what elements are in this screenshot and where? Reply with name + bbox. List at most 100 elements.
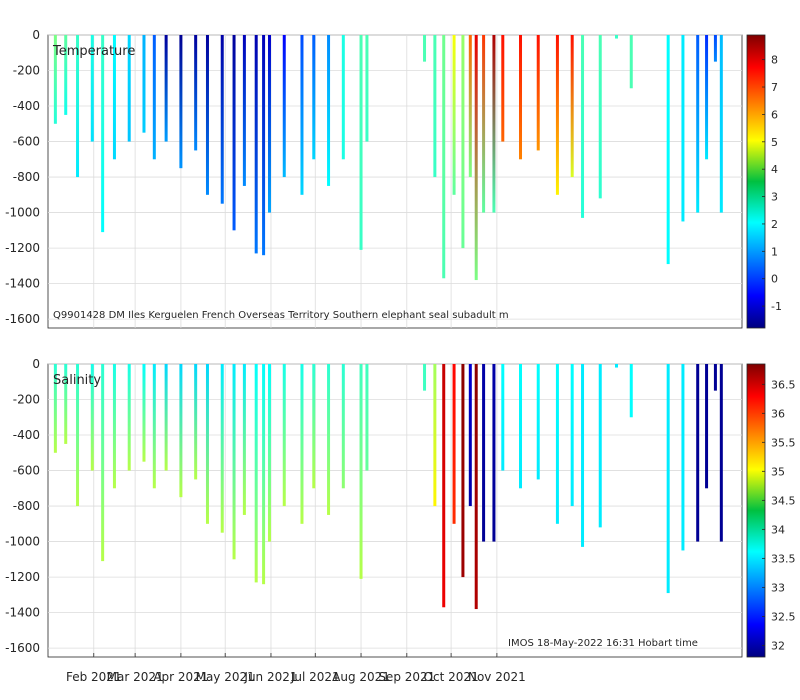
y-tick-label: 0 (32, 28, 40, 42)
profile-mark (570, 35, 574, 178)
profile-mark (242, 364, 246, 515)
profile-mark (194, 35, 198, 151)
profile-mark (194, 364, 198, 480)
colorbar-tick-label: 8 (771, 54, 778, 67)
profile-mark (468, 35, 472, 178)
profile-mark (64, 364, 68, 444)
profile-mark (220, 364, 224, 533)
salinity-colorbar (746, 363, 766, 658)
profile-mark (327, 35, 331, 186)
profile-mark (205, 35, 209, 195)
temperature-panel: 0 -200 -400 -600 -800 -1000 -1200 -1400 -1600 Te… (5, 28, 782, 329)
profile-mark (536, 35, 540, 151)
y-tick-label: -800 (13, 499, 40, 513)
y-tick-label: -200 (13, 64, 40, 78)
profile-mark (536, 364, 540, 480)
x-tick-label: Apr 2021 (153, 670, 208, 684)
profile-mark (629, 35, 633, 89)
colorbar-tick-label: 32 (771, 639, 785, 652)
profile-mark (152, 364, 156, 489)
colorbar-tick-label: 3 (771, 191, 778, 204)
profile-mark (365, 35, 369, 142)
profile-mark (112, 35, 116, 160)
y-tick-label: -600 (13, 464, 40, 478)
profile-mark (705, 35, 709, 160)
salinity-panel: 0 -200 -400 -600 -800 -1000 -1200 -1400 -1600 Sa… (5, 357, 796, 658)
profile-mark (519, 364, 523, 489)
colorbar-tick-label: 36.5 (771, 378, 796, 391)
profile-mark (164, 364, 168, 471)
profile-mark (442, 364, 446, 608)
profile-mark (482, 364, 486, 542)
profile-mark (705, 364, 709, 489)
y-tick-label: -600 (13, 135, 40, 149)
profile-mark (312, 35, 316, 160)
profile-mark (468, 364, 472, 507)
profile-mark (64, 35, 68, 115)
profile-mark (300, 364, 304, 524)
profile-mark (492, 35, 496, 213)
profile-mark (666, 35, 670, 265)
colorbar-tick-label: 1 (771, 245, 778, 258)
profile-mark (581, 35, 585, 218)
profile-mark (53, 364, 57, 453)
colorbar-tick-label: 35 (771, 465, 785, 478)
profile-mark (519, 35, 523, 160)
temperature-colorbar (746, 34, 766, 329)
profile-mark (452, 35, 456, 195)
profile-mark (90, 364, 94, 471)
y-tick-label: -200 (13, 393, 40, 407)
salinity-colorbar-ticks: 32 32.5 33 33.5 34 34.5 35 35.5 36 36.5 (762, 378, 796, 652)
profile-mark (482, 35, 486, 213)
profile-mark (232, 35, 236, 231)
x-tick-label: Aug 2021 (332, 670, 390, 684)
profile-mark (681, 364, 685, 551)
profile-mark (142, 364, 146, 462)
profile-mark (179, 364, 183, 498)
temperature-title: Temperature (52, 44, 135, 59)
colorbar-tick-label: 4 (771, 163, 778, 176)
profile-mark (501, 364, 505, 471)
profile-mark (696, 364, 700, 542)
profile-mark (501, 35, 505, 142)
profile-mark (262, 35, 266, 256)
profile-mark (598, 35, 602, 199)
profile-mark (53, 35, 57, 124)
x-tick-label: Sep 2021 (378, 670, 435, 684)
colorbar-tick-label: 6 (771, 108, 778, 121)
profile-mark (474, 364, 478, 610)
y-tick-label: 0 (32, 357, 40, 371)
profile-mark (719, 364, 723, 542)
profile-mark (101, 35, 105, 233)
y-tick-label: -1400 (5, 606, 40, 620)
profile-mark (474, 35, 478, 281)
profile-mark (254, 364, 258, 583)
temperature-y-ticks: 0 -200 -400 -600 -800 -1000 -1200 -1400 -1600 (5, 28, 40, 326)
y-tick-label: -800 (13, 170, 40, 184)
profile-mark (232, 364, 236, 560)
profile-mark (581, 364, 585, 547)
profile-mark (142, 35, 146, 133)
y-tick-label: -1000 (5, 206, 40, 220)
profile-mark (570, 364, 574, 507)
salinity-plot-area (47, 363, 743, 658)
profile-mark (312, 364, 316, 489)
profile-mark (423, 364, 427, 391)
profile-mark (614, 35, 618, 39)
profile-mark (282, 35, 286, 178)
profile-mark (90, 35, 94, 142)
profile-mark (713, 364, 717, 391)
profile-mark (341, 364, 345, 489)
x-tick-label: Jun 2021 (243, 670, 297, 684)
profile-mark (423, 35, 427, 62)
profile-mark (127, 364, 131, 471)
profile-mark (555, 35, 559, 195)
profile-mark (76, 35, 80, 178)
profile-mark (242, 35, 246, 186)
profile-mark (365, 364, 369, 471)
profile-mark (152, 35, 156, 160)
colorbar-tick-label: 35.5 (771, 436, 796, 449)
temperature-annotation: Q9901428 DM Iles Kerguelen French Overse… (53, 310, 509, 321)
y-tick-label: -1600 (5, 312, 40, 326)
